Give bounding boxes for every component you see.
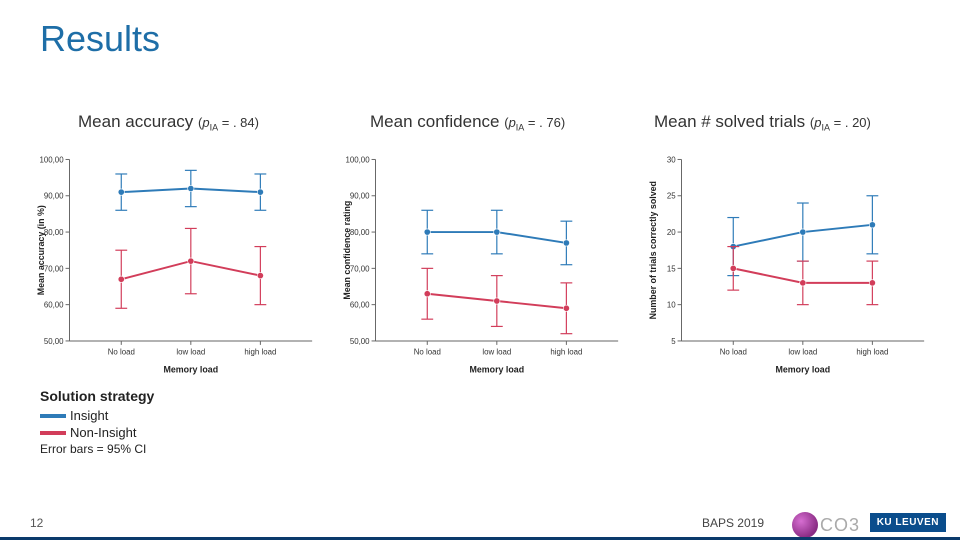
- chart-title-accuracy: Mean accuracy (pIA = . 84): [78, 112, 259, 133]
- legend-label: Insight: [70, 408, 108, 423]
- svg-text:No load: No load: [720, 348, 747, 357]
- svg-text:high load: high load: [244, 348, 276, 357]
- svg-text:20: 20: [667, 228, 676, 237]
- chart-title-paren: (pIA = . 20): [810, 115, 871, 130]
- svg-text:high load: high load: [856, 348, 888, 357]
- svg-text:30: 30: [667, 155, 676, 164]
- svg-text:100,00: 100,00: [39, 155, 64, 164]
- svg-text:25: 25: [667, 192, 676, 201]
- svg-text:90,00: 90,00: [44, 192, 64, 201]
- chart-title-paren: (pIA = . 84): [198, 115, 259, 130]
- svg-text:50,00: 50,00: [44, 337, 64, 346]
- legend: Solution strategy Insight Non-Insight Er…: [40, 388, 154, 456]
- event-label: BAPS 2019: [702, 516, 764, 530]
- legend-swatch-noninsight: [40, 431, 66, 435]
- svg-text:90,00: 90,00: [350, 192, 370, 201]
- svg-text:60,00: 60,00: [350, 301, 370, 310]
- svg-text:No load: No load: [108, 348, 135, 357]
- svg-text:100,00: 100,00: [345, 155, 370, 164]
- legend-swatch-insight: [40, 414, 66, 418]
- chart-title-paren: (pIA = . 76): [504, 115, 565, 130]
- charts-row: 50,00 60,00 70,00 80,00 90,00 100,00 No load lo…: [34, 150, 934, 380]
- svg-text:80,00: 80,00: [350, 228, 370, 237]
- svg-text:No load: No load: [414, 348, 441, 357]
- legend-heading: Solution strategy: [40, 388, 154, 404]
- svg-text:Memory load: Memory load: [775, 365, 830, 375]
- svg-text:10: 10: [667, 301, 676, 310]
- svg-text:Number of trials correctly sol: Number of trials correctly solved: [648, 181, 658, 319]
- chart-confidence: 50,00 60,00 70,00 80,00 90,00 100,00 No load lo…: [340, 150, 628, 380]
- chart-title-base: Mean # solved trials: [654, 112, 805, 131]
- errorbar-note: Error bars = 95% CI: [40, 442, 154, 456]
- svg-text:low load: low load: [482, 348, 511, 357]
- legend-item-noninsight: Non-Insight: [40, 425, 154, 440]
- svg-text:70,00: 70,00: [350, 264, 370, 273]
- ku-leuven-badge: KU LEUVEN: [870, 513, 946, 532]
- slide-title: Results: [40, 18, 160, 60]
- co3-text: CO3: [820, 515, 860, 536]
- co3-sphere-icon: [792, 512, 818, 538]
- svg-text:high load: high load: [550, 348, 582, 357]
- legend-label: Non-Insight: [70, 425, 136, 440]
- pia-val: . 20: [845, 115, 867, 130]
- svg-text:low load: low load: [788, 348, 817, 357]
- svg-text:15: 15: [667, 264, 676, 273]
- chart-title-confidence: Mean confidence (pIA = . 76): [370, 112, 565, 133]
- svg-text:low load: low load: [176, 348, 205, 357]
- svg-text:70,00: 70,00: [44, 264, 64, 273]
- chart-title-base: Mean confidence: [370, 112, 499, 131]
- co3-logo: CO3: [792, 512, 860, 538]
- legend-item-insight: Insight: [40, 408, 154, 423]
- svg-text:50,00: 50,00: [350, 337, 370, 346]
- svg-text:Mean accuracy (in %): Mean accuracy (in %): [36, 205, 46, 295]
- chart-accuracy: 50,00 60,00 70,00 80,00 90,00 100,00 No load lo…: [34, 150, 322, 380]
- chart-solved: 5 10 15 20 25 30 No load low load high load Memor…: [646, 150, 934, 380]
- slide: Results Mean accuracy (pIA = . 84) Mean …: [0, 0, 960, 540]
- chart-title-base: Mean accuracy: [78, 112, 193, 131]
- svg-text:80,00: 80,00: [44, 228, 64, 237]
- svg-text:5: 5: [671, 337, 676, 346]
- svg-text:Memory load: Memory load: [163, 365, 218, 375]
- svg-text:60,00: 60,00: [44, 301, 64, 310]
- page-number: 12: [30, 516, 43, 530]
- svg-text:Mean confidence rating: Mean confidence rating: [342, 201, 352, 300]
- pia-val: . 76: [539, 115, 561, 130]
- footer: 12 BAPS 2019 CO3 KU LEUVEN: [0, 504, 960, 540]
- chart-title-solved: Mean # solved trials (pIA = . 20): [654, 112, 871, 133]
- pia-val: . 84: [233, 115, 255, 130]
- svg-text:Memory load: Memory load: [469, 365, 524, 375]
